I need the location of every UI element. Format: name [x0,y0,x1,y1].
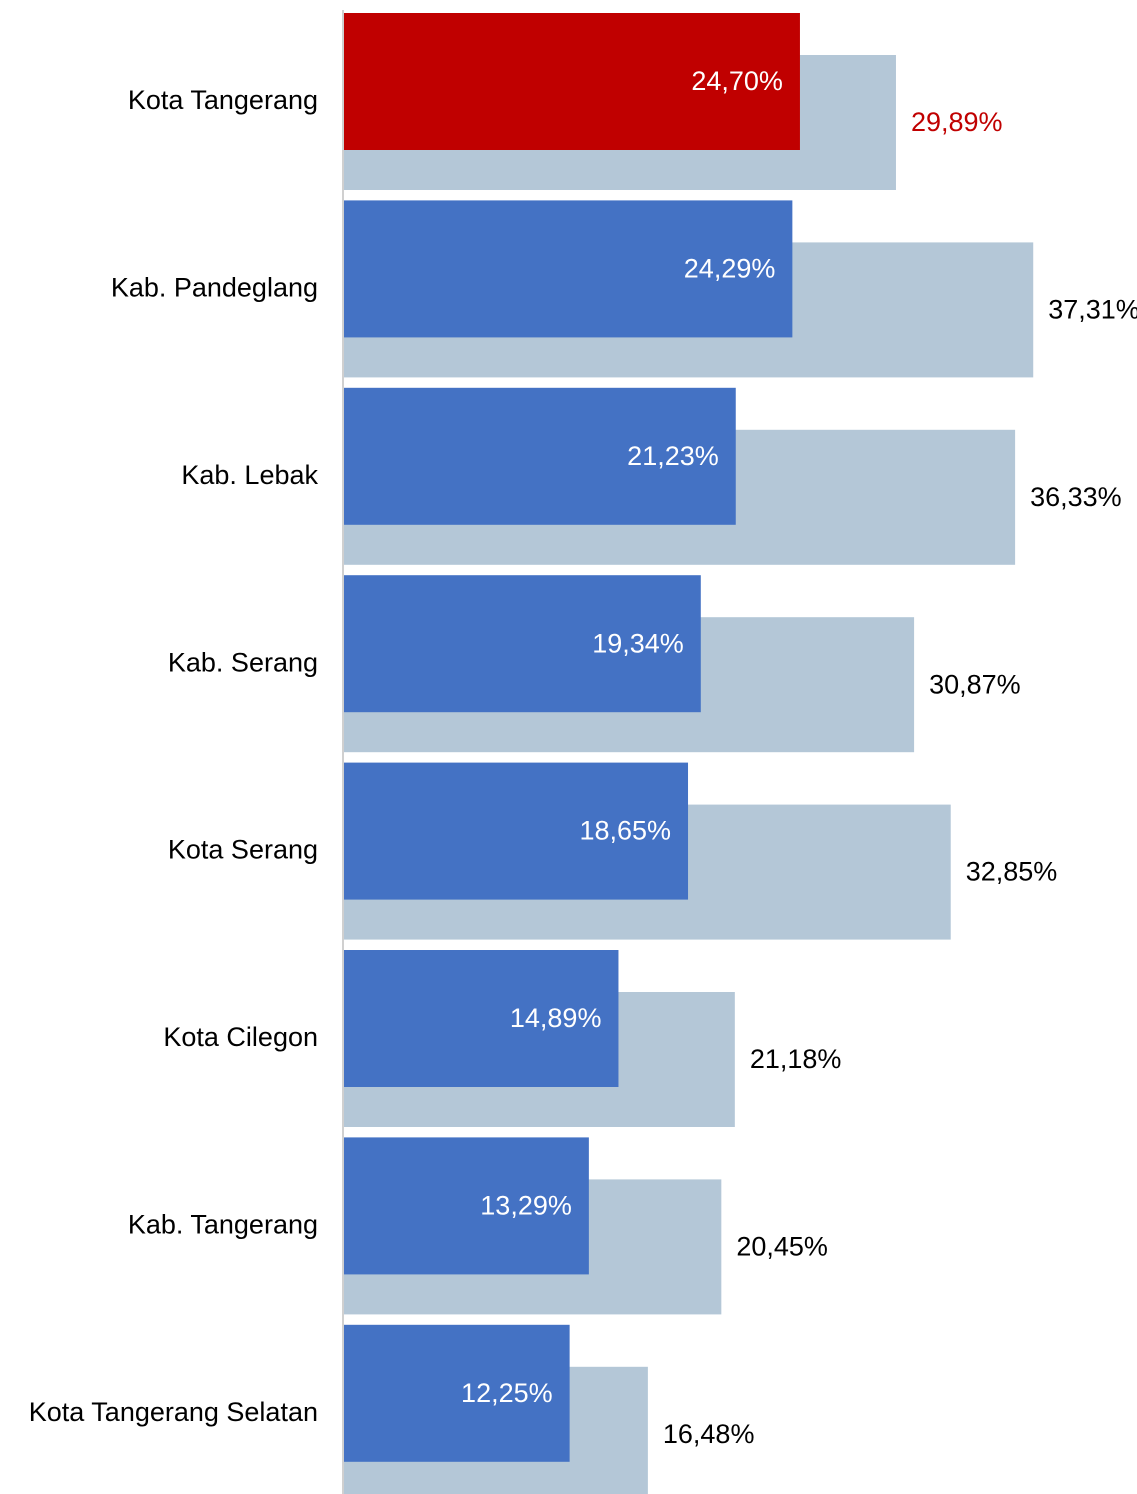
value-label: 24,29% [684,254,776,284]
bar [343,200,793,338]
bar [343,13,800,150]
value-label: 36,33% [1030,482,1122,512]
value-label: 21,18% [750,1044,842,1074]
category-label: Kota Tangerang Selatan [29,1397,318,1427]
value-label: 14,89% [510,1003,602,1033]
value-label: 16,48% [663,1419,755,1449]
bar [343,575,701,713]
category-label: Kota Tangerang [128,85,318,115]
bar [343,1324,570,1462]
category-label: Kota Serang [168,835,318,865]
category-label: Kab. Pandeglang [111,273,318,303]
bar [343,950,619,1087]
category-label: Kab. Lebak [181,460,318,490]
value-label: 12,25% [461,1378,553,1408]
category-label: Kota Cilegon [163,1022,318,1052]
value-label: 29,89% [911,107,1003,137]
value-label: 37,31% [1048,295,1137,325]
category-label: Kab. Serang [168,647,318,677]
bar [343,762,689,900]
value-label: 18,65% [579,816,671,846]
value-label: 30,87% [929,669,1021,699]
value-label: 20,45% [736,1232,828,1262]
value-label: 32,85% [966,857,1058,887]
value-label: 24,70% [691,66,783,96]
bar [343,387,736,525]
value-label: 19,34% [592,628,684,658]
value-label: 21,23% [627,441,719,471]
category-label: Kab. Tangerang [128,1210,318,1240]
value-label: 13,29% [480,1191,572,1221]
bar [343,1137,589,1275]
